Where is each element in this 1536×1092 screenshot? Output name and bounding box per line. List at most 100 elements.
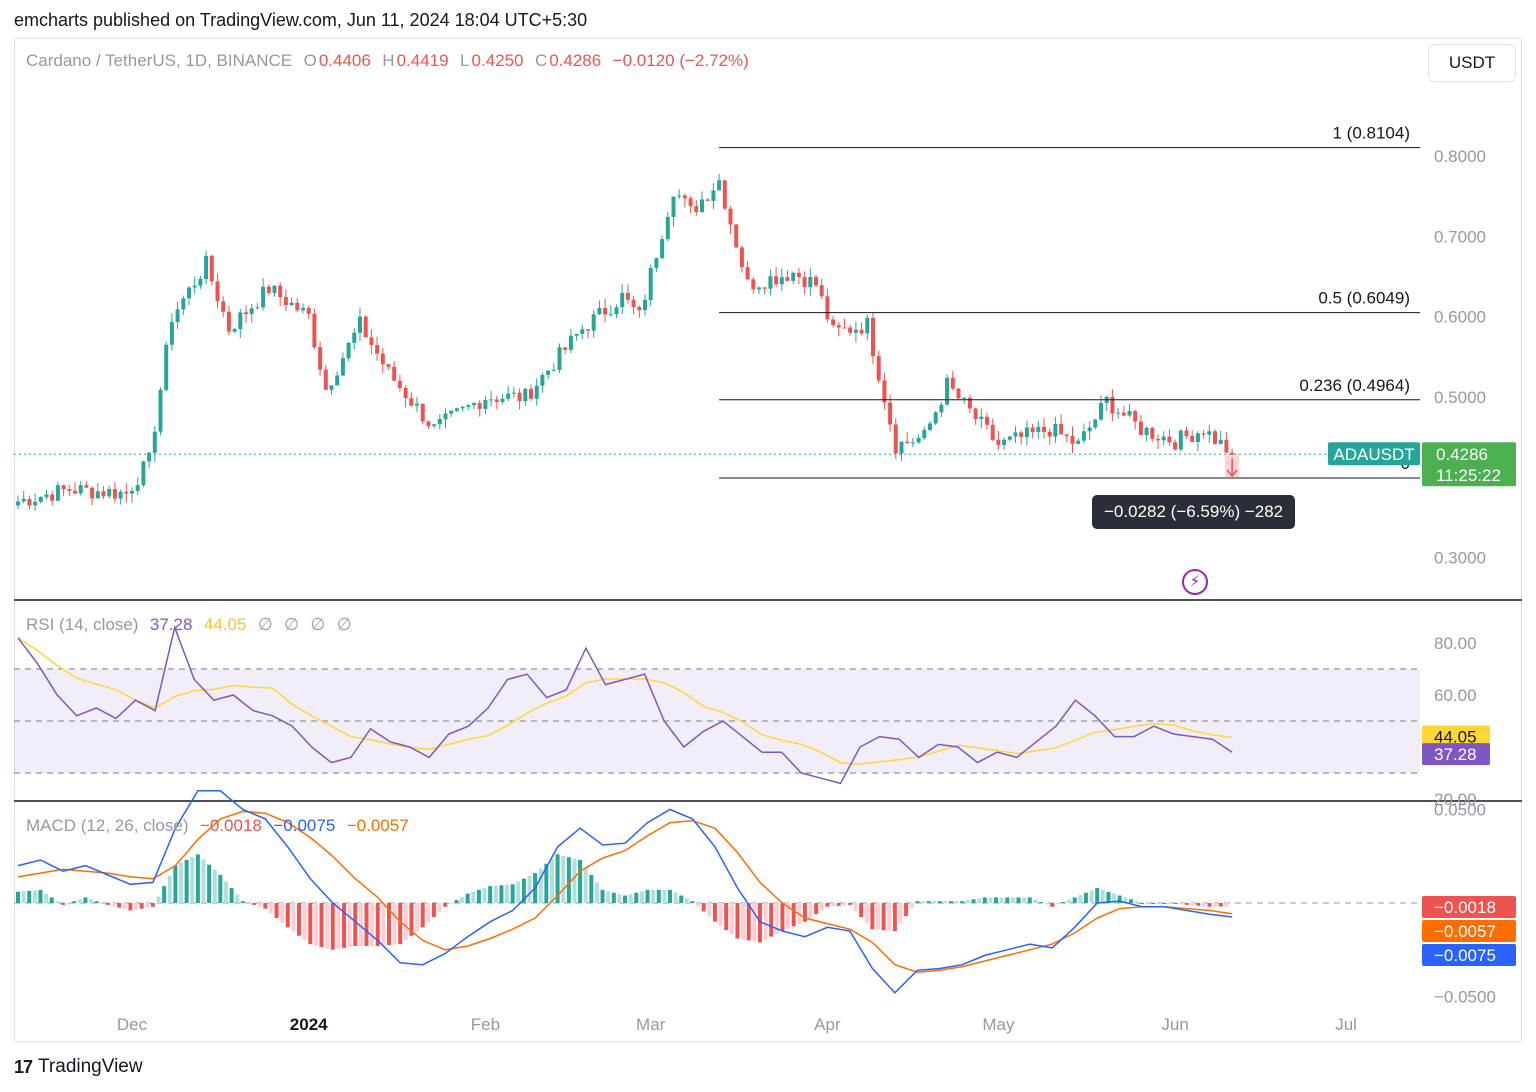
open-label: O <box>303 51 317 70</box>
macd-histogram-bar <box>1179 903 1184 905</box>
candle-body <box>1081 431 1086 441</box>
macd-histogram-bar <box>448 903 453 904</box>
macd-histogram-bar <box>988 897 993 903</box>
macd-histogram-bar <box>831 903 836 907</box>
macd-tag-value: −0.0075 <box>1434 946 1496 965</box>
macd-histogram-bar <box>960 901 965 903</box>
candle-body <box>580 329 585 334</box>
candle-body <box>523 388 528 402</box>
price-axis-tick: 0.3000 <box>1434 549 1486 568</box>
macd-hist-value: −0.0018 <box>199 816 262 835</box>
macd-histogram-bar <box>887 903 892 931</box>
macd-hist-tag-value: −0.0018 <box>1434 898 1496 917</box>
macd-histogram-bar <box>1185 903 1190 905</box>
macd-histogram-bar <box>769 903 774 937</box>
candle-body <box>249 308 254 315</box>
macd-histogram-bar <box>280 903 285 923</box>
rsi-value: 37.28 <box>149 615 193 634</box>
macd-histogram-bar <box>257 903 262 907</box>
candle-body <box>169 322 174 345</box>
candle-body <box>637 307 642 311</box>
macd-histogram-bar <box>510 884 515 903</box>
candle-body <box>768 276 773 289</box>
candle-body <box>1019 432 1024 438</box>
macd-histogram-bar <box>1038 902 1043 904</box>
macd-histogram-bar <box>679 895 684 903</box>
candle-body <box>694 206 699 213</box>
macd-signal-value: −0.0057 <box>346 816 409 835</box>
candle-body <box>620 292 625 308</box>
macd-histogram-bar <box>72 901 77 903</box>
macd-histogram-bar <box>1100 889 1105 903</box>
open-value: 0.4406 <box>318 51 371 70</box>
candle-body <box>1173 442 1178 450</box>
macd-histogram-bar <box>308 903 313 945</box>
macd-histogram-bar <box>1173 903 1178 904</box>
fib-level-label: 0.5 (0.6049) <box>1318 289 1410 308</box>
rsi-name: RSI (14, close) <box>26 615 139 634</box>
macd-histogram-bar <box>431 903 436 918</box>
macd-histogram-bar <box>1196 903 1201 906</box>
candle-body <box>1070 435 1075 444</box>
candle-body <box>825 296 830 320</box>
macd-histogram-bar <box>122 903 127 910</box>
macd-histogram-bar <box>994 897 999 903</box>
macd-histogram-bar <box>167 875 172 903</box>
macd-histogram-bar <box>370 903 375 947</box>
macd-histogram-bar <box>662 889 667 903</box>
macd-histogram-bar <box>392 903 397 945</box>
macd-histogram-bar <box>162 886 167 903</box>
tradingview-logo[interactable]: 17 TradingView <box>14 1056 143 1078</box>
currency-button[interactable]: USDT <box>1428 44 1516 82</box>
rsi-extra: ∅ <box>336 615 352 634</box>
macd-histogram-bar <box>398 903 403 945</box>
macd-histogram-bar <box>240 901 245 903</box>
candle-body <box>1030 427 1035 432</box>
candle-body <box>318 347 323 370</box>
candle-body <box>643 299 647 311</box>
candle-body <box>477 403 482 409</box>
macd-histogram-bar <box>1095 888 1100 903</box>
candle-body <box>910 442 915 444</box>
macd-histogram-bar <box>1207 903 1212 907</box>
candle-body <box>1201 433 1206 435</box>
macd-histogram-bar <box>808 903 813 918</box>
macd-histogram-bar <box>55 901 60 903</box>
rsi-tag-value: 37.28 <box>1434 745 1477 764</box>
candle-body <box>597 307 602 315</box>
macd-histogram-bar <box>634 892 639 903</box>
macd-histogram-bar <box>471 891 476 903</box>
macd-histogram-bar <box>718 903 723 926</box>
candle-body <box>1087 427 1092 432</box>
macd-signal-tag-value: −0.0057 <box>1434 922 1496 941</box>
macd-histogram-bar <box>628 894 633 903</box>
candle-body <box>426 421 431 427</box>
candle-body <box>221 301 226 312</box>
candle-body <box>608 314 613 316</box>
macd-histogram-bar <box>49 897 54 903</box>
macd-histogram-bar <box>403 903 408 940</box>
candle-body <box>489 399 494 401</box>
candle-body <box>506 393 511 399</box>
macd-histogram-bar <box>859 903 864 918</box>
macd-histogram-bar <box>218 874 223 903</box>
macd-axis-tick: −0.0500 <box>1434 988 1496 1007</box>
candle-body <box>705 199 710 201</box>
candle-body <box>261 286 266 308</box>
macd-signal-tag <box>1422 920 1516 942</box>
candle-body <box>21 498 26 502</box>
candle-body <box>586 329 590 331</box>
macd-histogram-bar <box>190 857 195 903</box>
measure-tooltip: −0.0282 (−6.59%) −282 <box>1092 495 1296 529</box>
price-tag-countdown: 11:25:22 <box>1436 466 1501 485</box>
lightning-icon[interactable]: ⚡ <box>1182 569 1208 595</box>
macd-histogram-bar <box>201 859 206 903</box>
macd-histogram-bar <box>347 903 352 947</box>
macd-histogram-bar <box>77 899 82 903</box>
macd-histogram-bar <box>847 903 852 905</box>
candle-body <box>1002 439 1007 446</box>
macd-histogram-bar <box>763 903 768 940</box>
price-axis-tick: 0.5000 <box>1434 388 1486 407</box>
macd-histogram-bar <box>982 897 987 903</box>
